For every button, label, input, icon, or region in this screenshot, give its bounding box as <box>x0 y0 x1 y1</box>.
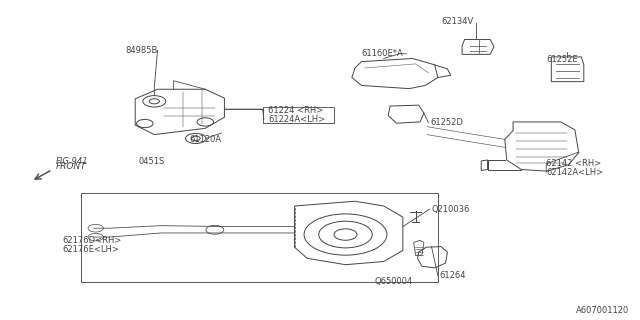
Text: 62134V: 62134V <box>441 17 474 26</box>
Text: 62176D<RH>: 62176D<RH> <box>62 236 122 245</box>
Text: Q210036: Q210036 <box>431 205 470 214</box>
Text: FRONT: FRONT <box>56 163 86 172</box>
Text: Q650004: Q650004 <box>374 277 412 286</box>
Text: 61224 <RH>: 61224 <RH> <box>268 106 324 115</box>
Text: FIG.941: FIG.941 <box>56 157 88 166</box>
Text: 0451S: 0451S <box>138 157 164 166</box>
Text: 62142 <RH>: 62142 <RH> <box>546 159 602 168</box>
Text: 61264: 61264 <box>440 271 467 280</box>
Text: 61252E: 61252E <box>546 55 578 64</box>
Text: 62142A<LH>: 62142A<LH> <box>546 168 604 177</box>
Bar <box>81 193 438 282</box>
Text: A607001120: A607001120 <box>576 306 629 315</box>
Text: 61120A: 61120A <box>189 135 221 144</box>
Text: 61252D: 61252D <box>430 118 463 127</box>
Text: 61160E*A: 61160E*A <box>362 49 403 58</box>
Text: 62176E<LH>: 62176E<LH> <box>62 245 119 254</box>
Text: 61224A<LH>: 61224A<LH> <box>268 115 326 124</box>
Text: 84985B: 84985B <box>125 46 158 55</box>
